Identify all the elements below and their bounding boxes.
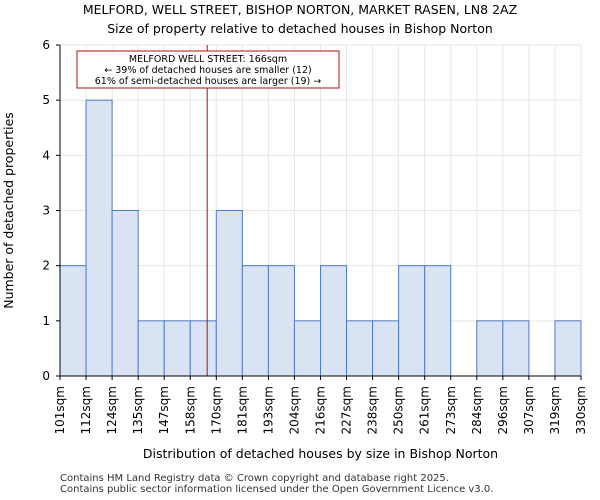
- x-tick-label: 273sqm: [444, 386, 458, 434]
- footer-licence: Contains public sector information licen…: [60, 484, 494, 495]
- bar-layer: [59, 99, 582, 377]
- bar: [85, 99, 113, 377]
- x-tick-label: 216sqm: [314, 386, 328, 434]
- bar: [398, 265, 426, 377]
- y-tick-label: 4: [42, 148, 50, 162]
- x-tick-label: 204sqm: [287, 386, 301, 434]
- bar: [372, 320, 400, 377]
- annotation-box: [76, 50, 340, 89]
- y-tick-label: 1: [42, 314, 50, 328]
- y-tick-label: 6: [42, 38, 50, 52]
- x-tick-label: 227sqm: [340, 386, 354, 434]
- x-tick-label: 307sqm: [522, 386, 536, 434]
- footer-copyright: Contains HM Land Registry data © Crown c…: [60, 473, 449, 484]
- bar: [476, 320, 504, 377]
- bar: [137, 320, 165, 377]
- y-tick-label: 2: [42, 259, 50, 273]
- x-axis-label: Distribution of detached houses by size …: [143, 446, 498, 461]
- bar: [215, 210, 243, 377]
- y-axis-label: Number of detached properties: [1, 112, 16, 309]
- x-tick-label: 238sqm: [366, 386, 380, 434]
- bar: [189, 320, 217, 377]
- annotation-line-3: 61% of semi-detached houses are larger (…: [95, 76, 322, 87]
- x-tick-label: 147sqm: [157, 386, 171, 434]
- chart-title-address: MELFORD, WELL STREET, BISHOP NORTON, MAR…: [82, 2, 518, 17]
- bar: [241, 265, 269, 377]
- bar: [59, 265, 87, 377]
- annotation-line-2: ← 39% of detached houses are smaller (12…: [104, 65, 311, 76]
- bar: [267, 265, 295, 377]
- x-tick-label: 124sqm: [105, 386, 119, 434]
- annotation-line-1: MELFORD WELL STREET: 166sqm: [129, 54, 287, 65]
- x-tick-label: 193sqm: [261, 386, 275, 434]
- x-tick-label: 296sqm: [496, 386, 510, 434]
- x-tick-label: 250sqm: [392, 386, 406, 434]
- x-tick-label: 135sqm: [131, 386, 145, 434]
- bar: [320, 265, 348, 377]
- bar-chart: MELFORD WELL STREET: 166sqm ← 39% of det…: [1, 38, 588, 461]
- bar: [293, 320, 322, 377]
- y-tick-label: 0: [42, 369, 50, 383]
- x-tick-label: 261sqm: [418, 386, 432, 434]
- y-tick-label: 3: [42, 204, 50, 218]
- bar: [554, 320, 582, 377]
- bar: [346, 320, 374, 377]
- x-tick-label: 170sqm: [209, 386, 223, 434]
- chart-title: Size of property relative to detached ho…: [107, 21, 493, 36]
- x-tick-label: 101sqm: [53, 386, 67, 434]
- bar: [502, 320, 530, 377]
- x-tick-label: 158sqm: [183, 386, 197, 434]
- y-tick-label: 5: [42, 93, 50, 107]
- x-tick-label: 319sqm: [548, 386, 562, 434]
- bar: [424, 265, 452, 377]
- bar: [111, 210, 139, 377]
- x-tick-label: 330sqm: [574, 386, 588, 434]
- x-tick-label: 112sqm: [79, 386, 93, 434]
- axis-layer: 0 1 2 3 4 5 6 101sqm 112sqm 124sqm 135sqm 147sqm 158…: [42, 38, 588, 434]
- property-annotation: MELFORD WELL STREET: 166sqm ← 39% of det…: [76, 50, 340, 89]
- x-tick-label: 181sqm: [235, 386, 249, 434]
- bar: [163, 320, 191, 377]
- x-tick-label: 284sqm: [470, 386, 484, 434]
